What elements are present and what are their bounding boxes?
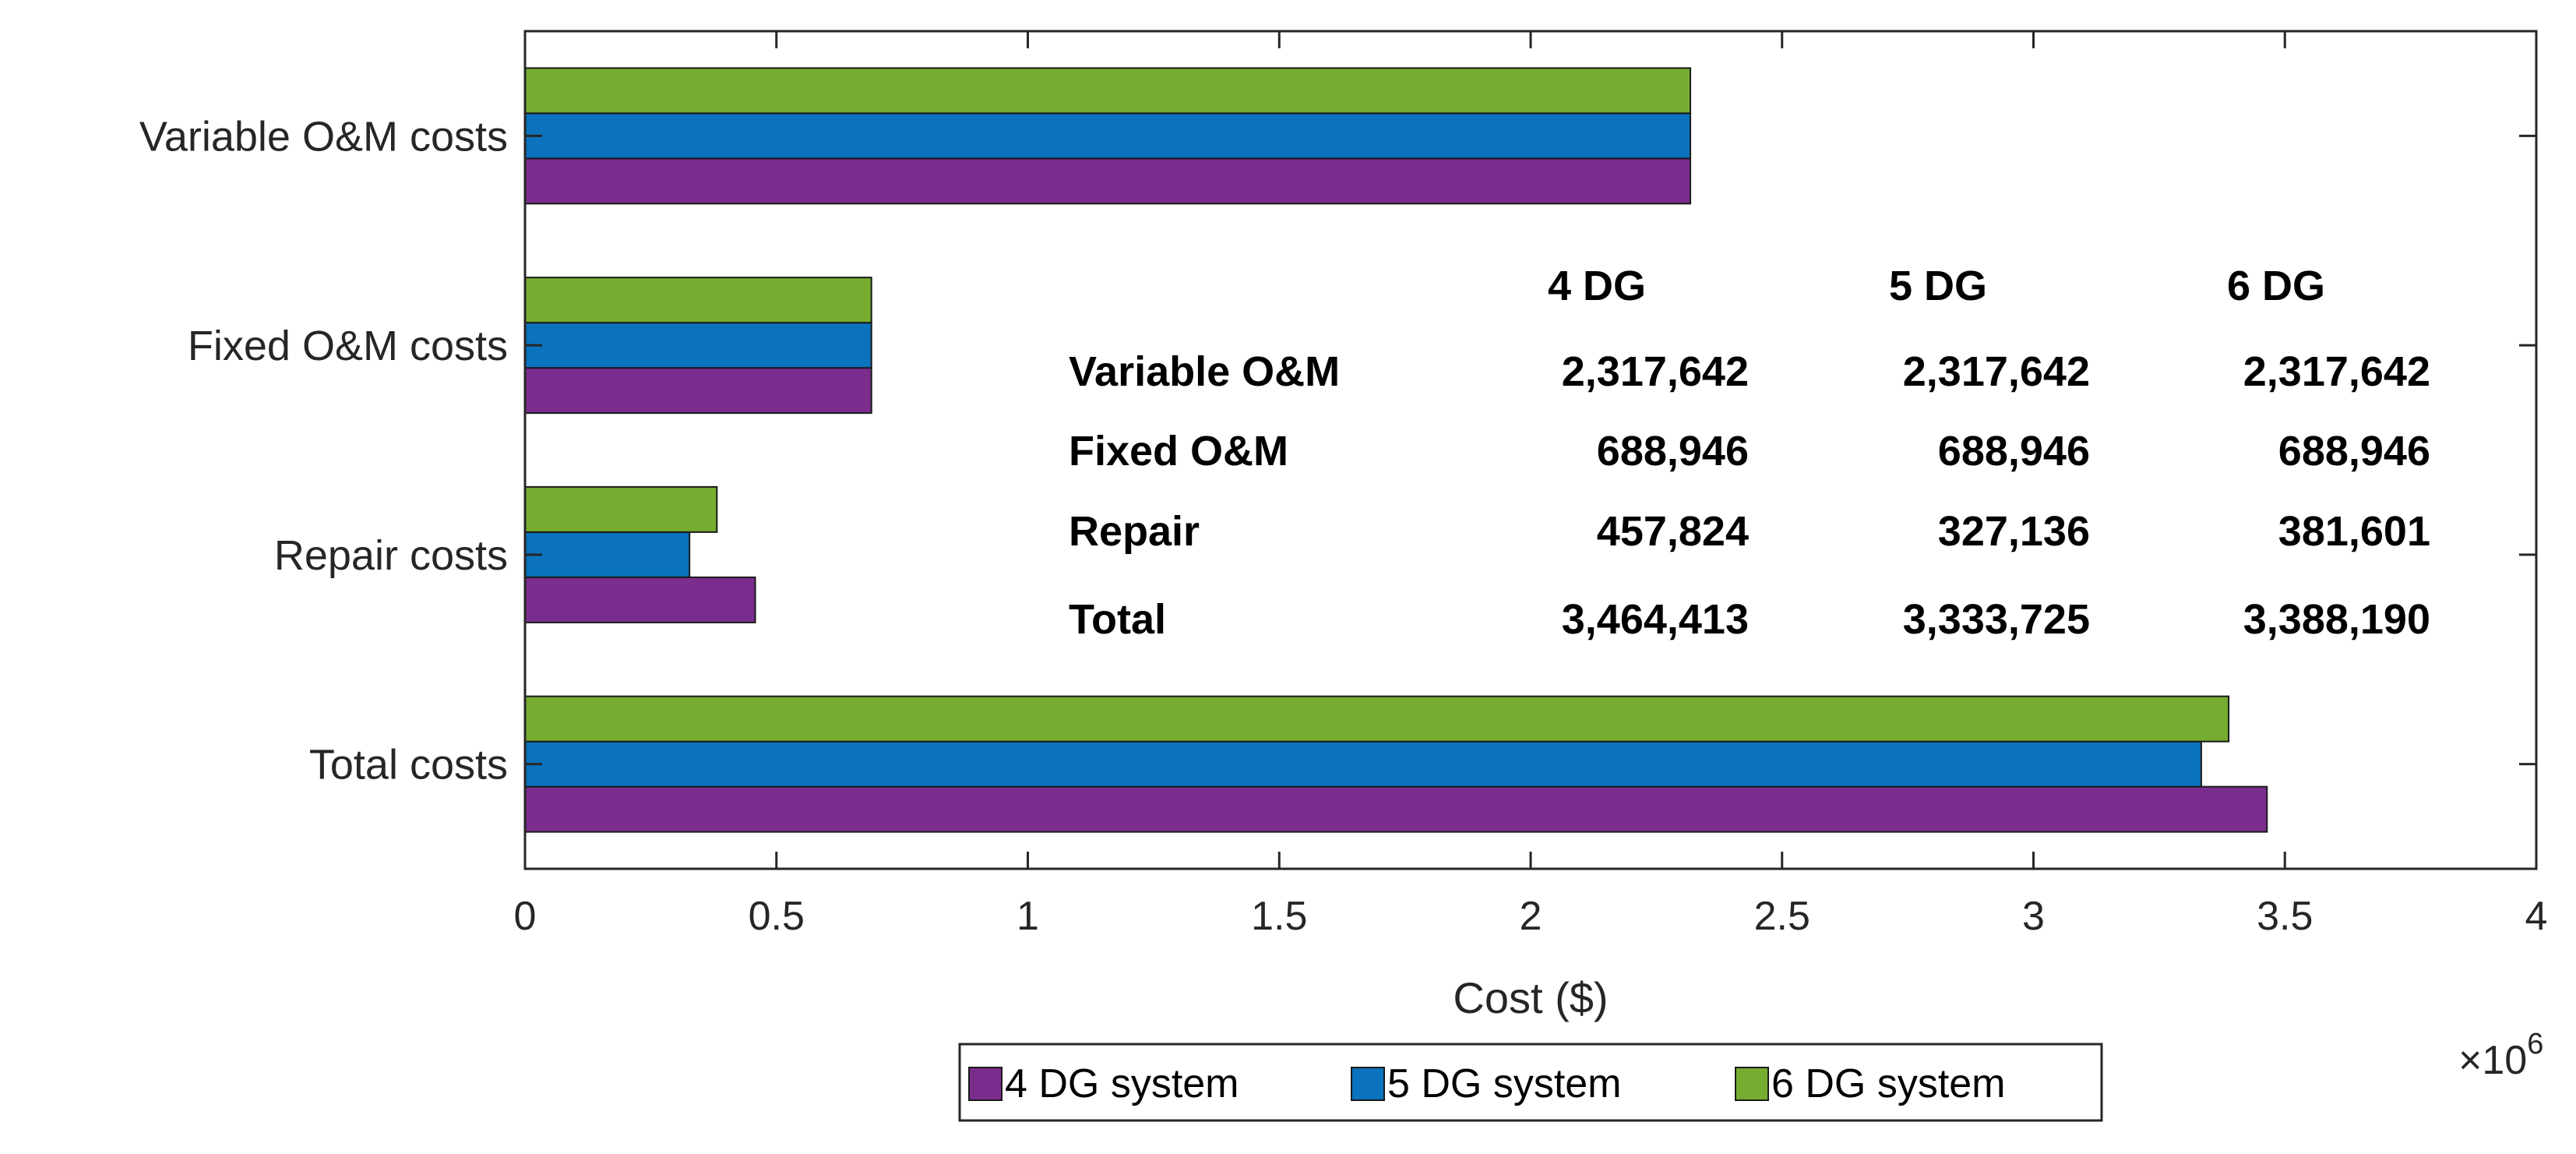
x-tick-label: 0.5 bbox=[749, 894, 805, 939]
bar-1-3 bbox=[524, 576, 756, 623]
legend-swatch bbox=[968, 1067, 1003, 1101]
bar-3-2 bbox=[524, 277, 872, 324]
x-tick-label: 4 bbox=[2525, 894, 2548, 939]
table-cell: 457,824 bbox=[1597, 508, 1749, 555]
legend-label: 5 DG system bbox=[1387, 1061, 1622, 1106]
legend-swatch bbox=[1735, 1067, 1769, 1101]
legend-box bbox=[958, 1043, 2103, 1122]
x-tick-label: 2 bbox=[1520, 894, 1542, 939]
category-label: Repair costs bbox=[274, 532, 508, 579]
table-header: 6 DG bbox=[2227, 263, 2325, 309]
table-cell: 3,388,190 bbox=[2243, 596, 2430, 643]
table-cell: 3,333,725 bbox=[1903, 596, 2090, 643]
bar-2-1 bbox=[524, 112, 1692, 160]
table-header: 4 DG bbox=[1548, 263, 1646, 309]
x-axis-exponent: ×106 bbox=[2458, 1028, 2543, 1083]
table-cell: 2,317,642 bbox=[1562, 348, 1749, 395]
bar-1-4 bbox=[524, 785, 2268, 833]
table-row-label: Variable O&M bbox=[1069, 348, 1340, 395]
table-row-label: Total bbox=[1069, 596, 1166, 643]
x-axis-title: Cost ($) bbox=[1453, 973, 1608, 1022]
table-cell: 2,317,642 bbox=[1903, 348, 2090, 395]
category-label: Fixed O&M costs bbox=[188, 323, 508, 369]
table-cell: 381,601 bbox=[2278, 508, 2430, 555]
bar-2-4 bbox=[524, 740, 2202, 788]
bars-group bbox=[524, 67, 2268, 833]
table-header: 5 DG bbox=[1889, 263, 1987, 309]
x-tick-label: 2.5 bbox=[1754, 894, 1810, 939]
category-labels: Variable O&M costs Fixed O&M costs Repair … bbox=[139, 113, 508, 788]
category-label: Variable O&M costs bbox=[139, 113, 508, 160]
bar-3-1 bbox=[524, 67, 1692, 115]
bar-3-4 bbox=[524, 695, 2230, 743]
legend: 4 DG system 5 DG system 6 DG system bbox=[958, 1043, 2103, 1122]
bar-1-2 bbox=[524, 367, 872, 415]
x-exponent-base: ×10 bbox=[2458, 1038, 2527, 1083]
x-exponent-power: 6 bbox=[2527, 1028, 2543, 1060]
legend-label: 6 DG system bbox=[1771, 1061, 2006, 1106]
category-label: Total costs bbox=[309, 742, 508, 789]
table-cell: 688,946 bbox=[1597, 428, 1749, 475]
annotation-table: 4 DG 5 DG 6 DG Variable O&M 2,317,642 2,317,6… bbox=[1069, 263, 2430, 643]
x-tick-labels: 0 0.5 1 1.5 2 2.5 3 3.5 4 bbox=[514, 894, 2548, 939]
bar-2-2 bbox=[524, 322, 872, 369]
table-cell: 688,946 bbox=[1938, 428, 2090, 475]
x-tick-label: 3 bbox=[2022, 894, 2045, 939]
bar-3-3 bbox=[524, 485, 718, 533]
table-cell: 2,317,642 bbox=[2243, 348, 2430, 395]
table-cell: 688,946 bbox=[2278, 428, 2430, 475]
legend-label: 4 DG system bbox=[1005, 1061, 1239, 1106]
bar-2-3 bbox=[524, 531, 691, 578]
table-cell: 327,136 bbox=[1938, 508, 2090, 555]
table-row-label: Repair bbox=[1069, 508, 1200, 555]
bar-1-1 bbox=[524, 157, 1692, 205]
table-row-label: Fixed O&M bbox=[1069, 428, 1288, 475]
x-tick-label: 3.5 bbox=[2257, 894, 2313, 939]
x-tick-label: 0 bbox=[514, 894, 537, 939]
legend-swatch bbox=[1351, 1067, 1385, 1101]
x-tick-label: 1.5 bbox=[1251, 894, 1307, 939]
ticks-group bbox=[523, 31, 2538, 869]
table-cell: 3,464,413 bbox=[1562, 596, 1749, 643]
x-tick-label: 1 bbox=[1017, 894, 1039, 939]
